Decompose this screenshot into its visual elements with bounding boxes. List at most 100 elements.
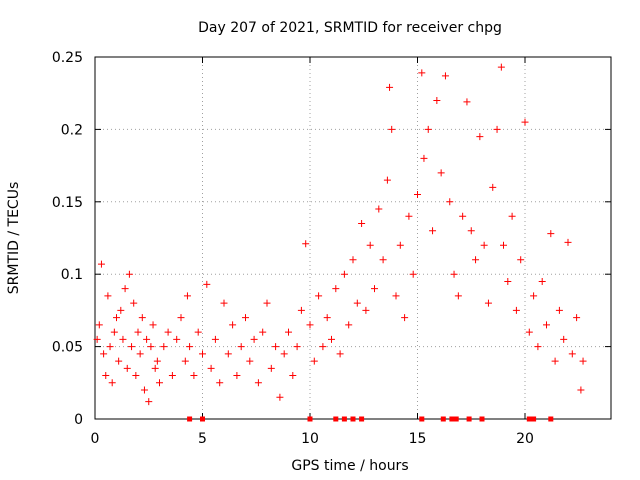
data-point: [267, 364, 275, 372]
data-point: [472, 256, 480, 264]
data-series: [93, 63, 587, 422]
data-point: [547, 230, 555, 238]
data-point: [125, 270, 133, 278]
data-point: [429, 227, 437, 235]
baseline-marker: [333, 416, 339, 422]
data-point: [130, 299, 138, 307]
data-point: [315, 292, 323, 300]
data-point: [409, 270, 417, 278]
data-point: [186, 343, 194, 351]
data-point: [375, 205, 383, 213]
data-point: [149, 321, 157, 329]
data-point: [95, 321, 103, 329]
data-point: [97, 260, 105, 268]
data-point: [577, 386, 585, 394]
x-tick-label-4: 20: [516, 431, 534, 447]
data-point: [272, 343, 280, 351]
data-point: [229, 321, 237, 329]
data-point: [525, 328, 533, 336]
data-point: [285, 328, 292, 336]
y-tick-label-2: 0.1: [61, 267, 83, 283]
baseline-marker: [479, 416, 485, 422]
data-point: [194, 328, 202, 336]
data-point: [246, 357, 254, 365]
data-point: [102, 372, 110, 380]
data-point: [405, 212, 413, 220]
data-point: [259, 328, 267, 336]
data-point: [106, 343, 114, 351]
data-point: [280, 350, 288, 358]
data-point: [433, 96, 441, 104]
data-point: [543, 321, 550, 329]
data-point: [132, 372, 140, 380]
data-point: [310, 357, 318, 365]
data-point: [302, 240, 310, 248]
data-point: [110, 328, 118, 336]
baseline-marker: [307, 416, 313, 422]
data-point: [319, 343, 327, 351]
baseline-marker: [350, 416, 356, 422]
data-point: [207, 364, 215, 372]
data-point: [386, 83, 394, 91]
x-tick-label-3: 15: [409, 431, 427, 447]
data-point: [250, 335, 258, 343]
data-point: [104, 292, 112, 300]
data-point: [383, 176, 391, 184]
x-tick-label-1: 5: [198, 431, 207, 447]
data-point: [181, 357, 189, 365]
data-point: [93, 335, 101, 343]
data-point: [115, 357, 123, 365]
data-point: [177, 314, 185, 322]
data-point: [484, 299, 492, 307]
y-tick-label-0: 0: [74, 412, 83, 428]
y-tick-label-5: 0.25: [52, 50, 83, 66]
data-point: [424, 125, 432, 133]
data-point: [164, 328, 172, 336]
data-point: [362, 306, 370, 314]
y-tick-label-1: 0.05: [52, 340, 83, 356]
data-point: [183, 292, 191, 300]
data-point: [504, 277, 512, 285]
x-tick-label-2: 10: [301, 431, 319, 447]
data-point: [396, 241, 404, 249]
data-point: [328, 335, 335, 343]
data-point: [420, 154, 428, 162]
data-point: [579, 357, 587, 365]
data-point: [134, 328, 142, 336]
data-point: [336, 350, 344, 358]
data-point: [293, 343, 301, 351]
data-point: [568, 350, 576, 358]
plot-frame: [94, 56, 612, 420]
data-point: [297, 306, 305, 314]
x-tick-label-0: 0: [91, 431, 100, 447]
data-point: [392, 292, 400, 300]
data-point: [512, 306, 520, 314]
y-axis-label: SRMTID / TECUs: [6, 182, 22, 295]
data-point: [551, 357, 559, 365]
data-point: [353, 299, 361, 307]
data-point: [530, 292, 538, 300]
data-point: [379, 256, 387, 264]
data-point: [173, 335, 181, 343]
data-point: [168, 372, 176, 380]
data-point: [340, 270, 348, 278]
baseline-marker: [531, 416, 537, 422]
data-point: [467, 227, 475, 235]
data-point: [560, 335, 568, 343]
data-point: [573, 314, 581, 322]
data-point: [366, 241, 374, 249]
baseline-marker: [466, 416, 472, 422]
chart-title: Day 207 of 2021, SRMTID for receiver chp…: [198, 20, 502, 36]
data-point: [263, 299, 271, 307]
data-point: [147, 343, 155, 351]
baseline-marker: [359, 416, 365, 422]
data-point: [534, 343, 542, 351]
y-tick-label-4: 0.2: [61, 122, 83, 138]
data-point: [323, 314, 331, 322]
data-point: [117, 306, 125, 314]
data-point: [489, 183, 497, 191]
data-point: [388, 125, 396, 133]
data-point: [128, 343, 136, 351]
data-point: [497, 63, 505, 71]
